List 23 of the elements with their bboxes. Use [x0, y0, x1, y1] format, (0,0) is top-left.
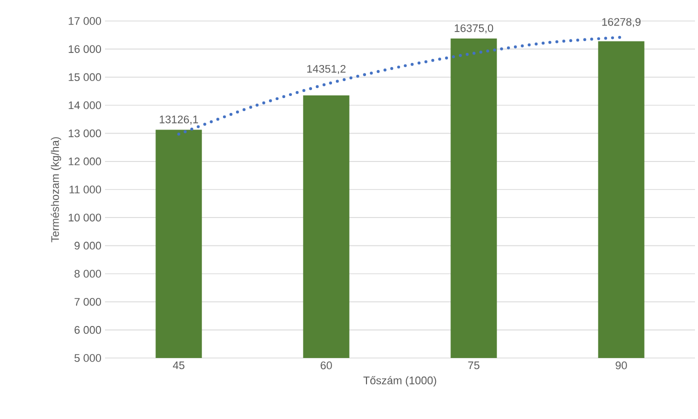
x-tick-label: 45 [172, 362, 184, 370]
y-tick-label: 14 000 [68, 101, 102, 110]
y-tick-label: 6 000 [74, 326, 102, 334]
x-tick-label: 90 [616, 362, 627, 370]
y-tick-label: 5 000 [74, 354, 102, 362]
y-axis-title: Terméshozam (kg/ha) [50, 137, 62, 242]
x-tick-label: 75 [468, 362, 480, 370]
y-tick-label: 16 000 [68, 45, 102, 53]
y-tick-label: 11 000 [70, 186, 102, 194]
data-label: 13126,1 [160, 116, 198, 125]
y-tick-label: 17 000 [68, 17, 102, 25]
y-tick-label: 9 000 [74, 242, 102, 250]
x-tick-label: 60 [320, 362, 332, 370]
y-tick-label: 15 000 [68, 73, 102, 82]
y-tick-label: 10 000 [68, 214, 102, 222]
y-tick-label: 7 000 [74, 298, 102, 306]
data-label: 14351,2 [307, 64, 346, 74]
data-label: 16278,9 [602, 18, 641, 28]
y-tick-label: 8 000 [74, 270, 102, 278]
x-axis-title: Tőszám (1000) [363, 376, 436, 386]
y-tick-label: 13 000 [68, 129, 102, 138]
data-label: 16375,0 [454, 24, 494, 34]
y-tick-label: 12 000 [68, 158, 102, 166]
